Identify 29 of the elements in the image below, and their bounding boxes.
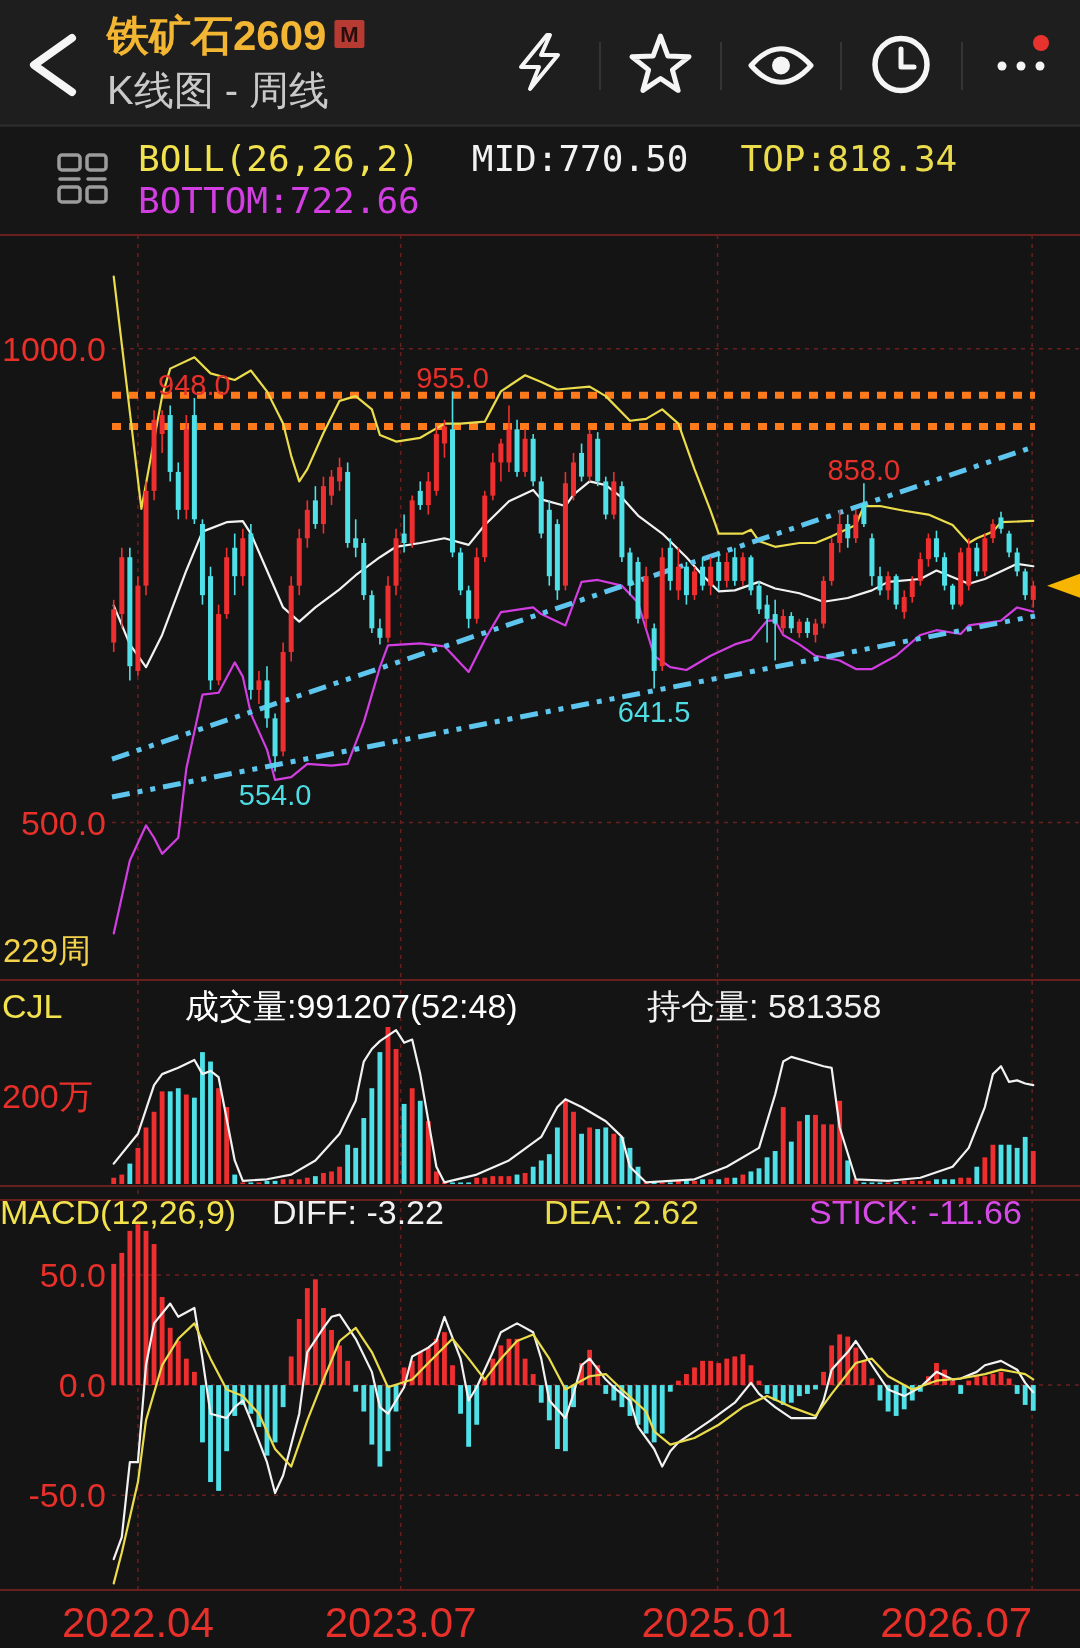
annotation: STICK: -11.66 <box>809 1193 1022 1231</box>
x-tick-label: 2022.04 <box>62 1599 214 1646</box>
annotation: 554.0 <box>238 779 312 812</box>
text: BOTTOM:722.66 <box>138 180 420 221</box>
text: 成交量:991207(52:48) <box>185 987 518 1025</box>
series-label: 持仓量: 581358 <box>647 987 882 1025</box>
annotation: 858.0 <box>827 454 901 487</box>
text: DEA: 2.62 <box>544 1193 699 1231</box>
annotation: 955.0 <box>416 362 489 395</box>
text: 229周 <box>3 932 92 969</box>
x-tick-label: 2026.07 <box>880 1599 1033 1646</box>
y-tick-label: 1000.0 <box>2 329 106 368</box>
y-tick-label: 0.0 <box>58 1366 106 1405</box>
x-tick-label: 2025.01 <box>641 1599 794 1646</box>
text: 铁矿石2609 <box>105 12 327 59</box>
text: K线图 - 周线 <box>107 68 330 112</box>
x-tick-label: 2023.07 <box>324 1599 477 1646</box>
y-tick-label: 500.0 <box>20 803 106 842</box>
legend-title: MACD(12,26,9) <box>0 1193 237 1231</box>
y-tick-label: -50.0 <box>28 1476 106 1515</box>
text: MID:770.50 <box>471 138 689 179</box>
chart-title: CJL <box>2 987 63 1025</box>
annotation: 641.5 <box>617 696 691 729</box>
text: TOP:818.34 <box>740 138 958 179</box>
text: DIFF: -3.22 <box>272 1193 444 1231</box>
y-tick-label: 50.0 <box>39 1255 106 1294</box>
legend-title: BOLL(26,26,2) <box>138 138 420 179</box>
text: 200万 <box>2 1077 93 1115</box>
text: M <box>340 22 359 47</box>
